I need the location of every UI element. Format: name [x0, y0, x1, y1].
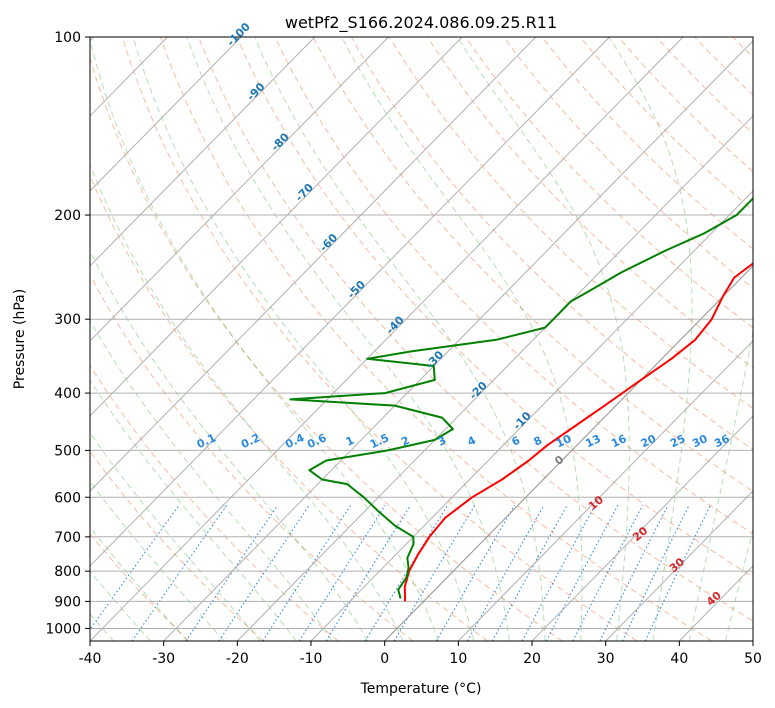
y-tick-label: 200	[54, 208, 81, 224]
mixing-ratio-line	[218, 504, 310, 641]
isotherm-gridline	[310, 190, 753, 641]
isotherm-gridline	[236, 115, 753, 641]
mixing-ratio-line	[325, 504, 412, 641]
isotherm-gridline	[457, 340, 753, 641]
mixing-ratio-label: 20	[639, 432, 659, 450]
mixing-ratio-label: 25	[668, 432, 687, 450]
moist-adiabat	[186, 37, 510, 641]
moist-adiabat	[90, 162, 404, 641]
mixing-ratio-label: 16	[609, 432, 629, 450]
moist-adiabat	[254, 37, 546, 641]
moist-adiabat	[341, 37, 583, 641]
moist-adiabat	[132, 37, 475, 641]
mixing-ratio-label: 13	[583, 432, 602, 450]
y-tick-label: 900	[54, 594, 81, 610]
x-tick-label: -10	[300, 651, 323, 667]
moist-adiabat	[90, 319, 333, 641]
mixing-ratio-line	[572, 504, 644, 641]
moist-adiabat	[90, 250, 369, 641]
x-tick-label: 20	[523, 651, 541, 667]
isotherm-gridline	[90, 37, 537, 492]
y-tick-label: 800	[54, 564, 81, 580]
y-tick-label: 300	[54, 312, 81, 328]
moist-adiabat	[90, 378, 297, 641]
mixing-ratio-line	[262, 504, 352, 641]
mixing-ratio-label: 36	[712, 432, 732, 450]
dry-adiabat	[617, 37, 753, 173]
moist-adiabat	[90, 38, 439, 641]
mixing-ratio-line	[521, 504, 596, 641]
y-tick-label: 700	[54, 530, 81, 546]
dry-adiabat	[350, 37, 753, 451]
dry-adiabat	[160, 37, 712, 641]
mixing-ratio-line	[364, 504, 449, 641]
y-axis-label: Pressure (hPa)	[12, 289, 28, 389]
isotherm-gridline	[90, 37, 610, 567]
mixing-ratio-label: 30	[690, 432, 710, 450]
mixing-ratio-line	[491, 504, 568, 641]
x-tick-label: -40	[79, 651, 102, 667]
dry-adiabat	[465, 37, 753, 329]
x-tick-label: -30	[152, 651, 175, 667]
zero-isotherm	[384, 265, 753, 641]
dry-adiabat	[90, 450, 264, 641]
mixing-ratio-label: 10	[554, 432, 574, 450]
isotherm-gridline	[531, 415, 753, 641]
plot-frame	[89, 36, 754, 642]
y-tick-label: 400	[54, 386, 81, 402]
x-tick-label: 0	[380, 651, 389, 667]
y-tick-label: 500	[54, 443, 81, 459]
temperature-profile	[403, 262, 753, 602]
dry-adiabat	[90, 56, 563, 641]
moist-adiabat	[688, 328, 753, 641]
x-tick-label: 50	[744, 651, 762, 667]
mixing-ratio-line	[298, 504, 386, 641]
x-tick-label: 30	[597, 651, 615, 667]
mixing-ratio-line	[185, 504, 279, 641]
dry-adiabat	[579, 37, 753, 211]
isotherm-gridline	[163, 40, 753, 641]
dry-adiabat	[427, 37, 753, 369]
isotherm-gridline	[90, 37, 316, 267]
y-tick-label: 600	[54, 490, 81, 506]
isotherm-gridline	[90, 37, 242, 192]
mixing-ratio-line	[621, 504, 690, 641]
mixing-ratio-line	[644, 504, 711, 641]
dewpoint-profile	[289, 196, 753, 599]
y-tick-label: 100	[54, 30, 81, 46]
x-axis-label: Temperature (°C)	[360, 681, 482, 697]
dry-adiabat	[90, 273, 414, 641]
mixing-ratio-line	[545, 504, 619, 641]
dry-adiabat	[236, 37, 753, 578]
chart-title: wetPf2_S166.2024.086.09.25.R11	[285, 13, 557, 33]
moist-adiabat	[90, 480, 225, 641]
x-tick-label: -20	[226, 651, 249, 667]
x-tick-label: 10	[449, 651, 467, 667]
moist-adiabat	[725, 527, 753, 641]
y-tick-label: 1000	[45, 621, 81, 637]
moist-adiabat	[90, 431, 261, 641]
isotherm-gridline	[90, 37, 684, 641]
moist-adiabat	[608, 37, 693, 641]
isotherm-gridline	[605, 490, 753, 641]
dry-adiabat	[90, 174, 488, 641]
isotherm-gridline	[90, 37, 389, 342]
dry-adiabat	[121, 37, 638, 641]
x-tick-label: 40	[670, 651, 688, 667]
isotherm-gridline	[90, 37, 463, 417]
dry-adiabat	[388, 37, 753, 410]
mixing-ratio-line	[599, 504, 669, 641]
